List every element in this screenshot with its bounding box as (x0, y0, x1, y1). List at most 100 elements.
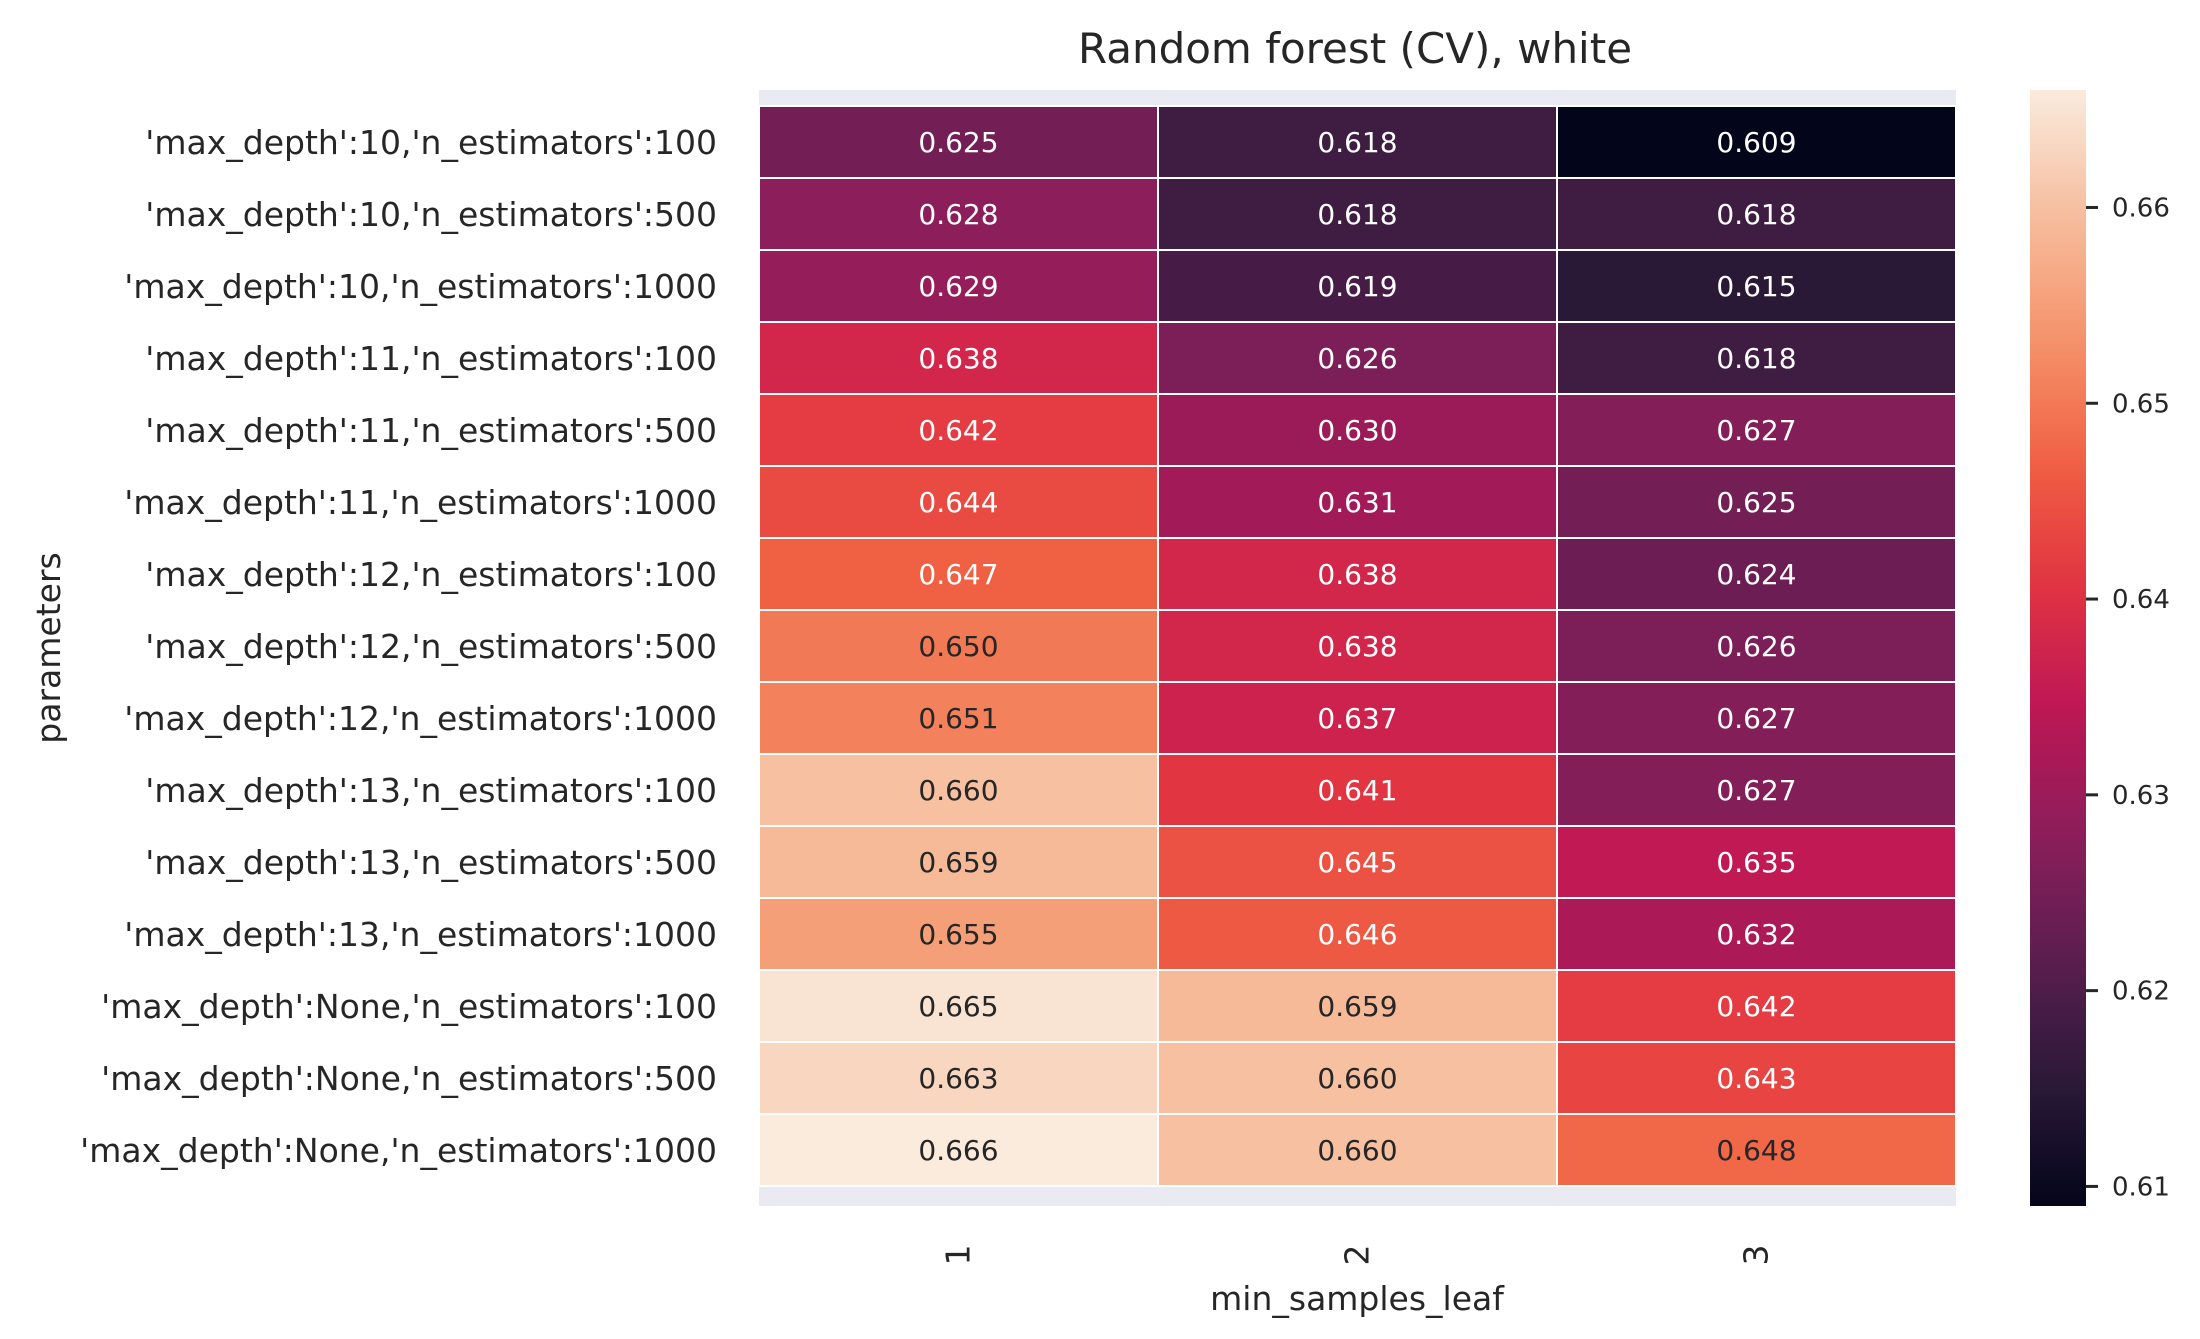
heatmap-cells (758, 105, 1957, 1187)
cell-value-label: 0.638 (918, 342, 998, 375)
heatmap-cell (758, 393, 1159, 467)
cell-value-label: 0.648 (1716, 1134, 1796, 1167)
x-tick-label: 1 (939, 1245, 978, 1266)
cell-value-label: 0.615 (1716, 270, 1796, 303)
heatmap-cell (758, 465, 1159, 539)
heatmap-cell (1157, 1113, 1558, 1187)
cell-value-label: 0.638 (1317, 630, 1397, 663)
heatmap-cell (1556, 537, 1957, 611)
cell-value-label: 0.659 (918, 846, 998, 879)
y-tick-label: 'max_depth':None,'n_estimators':100 (101, 987, 717, 1026)
heatmap-cell (1556, 321, 1957, 395)
heatmap-cell (1556, 465, 1957, 539)
y-tick-label: 'max_depth':10,'n_estimators':1000 (124, 267, 717, 306)
cell-value-label: 0.660 (918, 774, 998, 807)
heatmap-cell (758, 105, 1159, 179)
heatmap-cell (1157, 465, 1558, 539)
heatmap-cell (758, 609, 1159, 683)
cell-value-label: 0.650 (918, 630, 998, 663)
cell-value-label: 0.642 (1716, 990, 1796, 1023)
cell-value-label: 0.625 (1716, 486, 1796, 519)
cell-value-label: 0.665 (918, 990, 998, 1023)
y-tick-label: 'max_depth':13,'n_estimators':500 (145, 843, 717, 882)
colorbar-tick-label: 0.63 (2112, 781, 2170, 811)
cell-value-label: 0.659 (1317, 990, 1397, 1023)
y-tick-label: 'max_depth':None,'n_estimators':500 (101, 1059, 717, 1098)
heatmap-cell (1157, 105, 1558, 179)
cell-value-label: 0.666 (918, 1134, 998, 1167)
cell-value-label: 0.637 (1317, 702, 1397, 735)
cell-value-label: 0.651 (918, 702, 998, 735)
cell-value-label: 0.618 (1716, 342, 1796, 375)
cell-value-label: 0.629 (918, 270, 998, 303)
cell-value-label: 0.625 (918, 126, 998, 159)
cell-value-label: 0.647 (918, 558, 998, 591)
colorbar-tick-label: 0.62 (2112, 977, 2170, 1007)
colorbar-tick-label: 0.61 (2112, 1172, 2170, 1202)
y-tick-label: 'max_depth':12,'n_estimators':1000 (124, 699, 717, 738)
cell-value-label: 0.642 (918, 414, 998, 447)
heatmap-cell (1556, 105, 1957, 179)
cell-value-label: 0.643 (1716, 1062, 1796, 1095)
heatmap-cell (1556, 393, 1957, 467)
heatmap-cell (1157, 681, 1558, 755)
heatmap-cell (1157, 393, 1558, 467)
y-tick-label: 'max_depth':10,'n_estimators':500 (145, 195, 717, 234)
x-tick-label: 2 (1338, 1245, 1377, 1266)
cell-value-label: 0.646 (1317, 918, 1397, 951)
heatmap-cell (1157, 753, 1558, 827)
cell-value-label: 0.631 (1317, 486, 1397, 519)
cell-value-label: 0.663 (918, 1062, 998, 1095)
heatmap-cell (758, 681, 1159, 755)
heatmap-cell-labels: 0.625 0.618 0.609 0.628 0.618 0.618 0.629 0.619… (918, 126, 1796, 1167)
x-axis-label: min_samples_leaf (1210, 1279, 1505, 1318)
heatmap-cell (758, 1113, 1159, 1187)
heatmap-cell (1157, 897, 1558, 971)
heatmap-cell (758, 825, 1159, 899)
cell-value-label: 0.644 (918, 486, 998, 519)
cell-value-label: 0.626 (1317, 342, 1397, 375)
cell-value-label: 0.660 (1317, 1134, 1397, 1167)
colorbar-tick-label: 0.66 (2112, 193, 2170, 223)
cell-value-label: 0.626 (1716, 630, 1796, 663)
cell-value-label: 0.641 (1317, 774, 1397, 807)
cell-value-label: 0.618 (1716, 198, 1796, 231)
y-tick-label: 'max_depth':11,'n_estimators':500 (145, 411, 717, 450)
heatmap-cell (1556, 249, 1957, 323)
cell-value-label: 0.655 (918, 918, 998, 951)
heatmap-cell (1157, 609, 1558, 683)
heatmap-cell (1157, 969, 1558, 1043)
heatmap-cell (1157, 249, 1558, 323)
cell-value-label: 0.635 (1716, 846, 1796, 879)
heatmap-cell (1556, 609, 1957, 683)
heatmap-cell (1556, 681, 1957, 755)
colorbar-tick-label: 0.64 (2112, 585, 2170, 615)
cell-value-label: 0.627 (1716, 774, 1796, 807)
y-tick-label: 'max_depth':13,'n_estimators':100 (145, 771, 717, 810)
y-tick-label: 'max_depth':12,'n_estimators':500 (145, 627, 717, 666)
cell-value-label: 0.624 (1716, 558, 1796, 591)
y-axis-label: parameters (29, 552, 68, 743)
cell-value-label: 0.645 (1317, 846, 1397, 879)
colorbar-tick-label: 0.65 (2112, 389, 2170, 419)
cell-value-label: 0.618 (1317, 198, 1397, 231)
heatmap-cell (1157, 537, 1558, 611)
cell-value-label: 0.628 (918, 198, 998, 231)
heatmap-cell (758, 537, 1159, 611)
y-tick-label: 'max_depth':10,'n_estimators':100 (145, 123, 717, 162)
x-tick-labels: 1 2 3 (939, 1245, 1776, 1266)
y-tick-labels: 'max_depth':10,'n_estimators':100 'max_de… (80, 123, 717, 1170)
y-tick-label: 'max_depth':12,'n_estimators':100 (145, 555, 717, 594)
heatmap-cell (1157, 1041, 1558, 1115)
heatmap-cell (1556, 969, 1957, 1043)
heatmap-cell (1556, 1041, 1957, 1115)
heatmap-cell (758, 321, 1159, 395)
colorbar-ticks: 0.61 0.62 0.63 0.64 0.65 0.66 (2086, 193, 2170, 1202)
cell-value-label: 0.609 (1716, 126, 1796, 159)
cell-value-label: 0.618 (1317, 126, 1397, 159)
x-tick-label: 3 (1737, 1245, 1776, 1266)
y-tick-label: 'max_depth':11,'n_estimators':100 (145, 339, 717, 378)
chart-title: Random forest (CV), white (1078, 24, 1632, 73)
cell-value-label: 0.627 (1716, 414, 1796, 447)
